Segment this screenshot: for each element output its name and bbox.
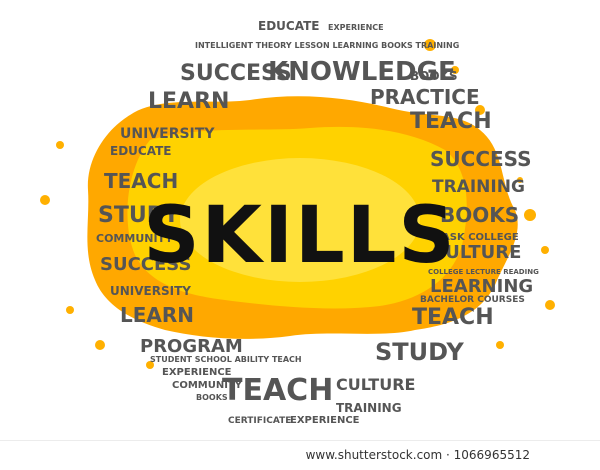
cloud-word: BOOKS [440,203,519,227]
cloud-word: CERTIFICATE [228,416,291,426]
cloud-word: CULTURE [432,242,521,263]
cloud-word: PRACTICE [370,85,480,109]
cloud-word: TASK COLLEGE [436,232,519,243]
cloud-word: PROGRAM [140,336,243,357]
cloud-word: BACHELOR COURSES [420,295,525,305]
cloud-word: EXPERIENCE [328,23,384,32]
cloud-word: INTELLIGENT THEORY LESSON LEARNING BOOKS… [195,41,459,50]
cloud-word: STUDY [98,203,180,228]
orange-paint-splash [40,39,555,369]
cloud-word: STUDY [375,338,464,366]
stock-footer: www.shutterstock.com · 1066965512 [0,440,600,470]
cloud-word: UNIVERSITY [120,126,215,142]
cloud-word: CULTURE [336,375,415,394]
cloud-word: TRAINING [336,401,402,415]
cloud-word: TEACH [412,305,494,330]
cloud-word: EDUCATE [110,144,171,158]
cloud-word: SUCCESS [100,254,191,275]
word-cloud-artwork: EDUCATE EXPERIENCE INTELLIGENT THEORY LE… [40,19,555,426]
main-word-skills: SKILLS [143,191,456,281]
footer-text: www.shutterstock.com · 1066965512 [305,448,530,462]
cloud-word: LEARN [148,89,229,114]
cloud-word: COLLEGE LECTURE READING [428,268,539,276]
cloud-word: EXPERIENCE [162,367,232,378]
cloud-word: UNIVERSITY [110,284,191,298]
cloud-word: EXPERIENCE [290,415,360,426]
cloud-word: LEARNING [430,276,533,297]
cloud-word: TEACH [104,169,178,193]
cloud-word: LEARN [120,303,194,327]
cloud-word: SUCCESS [180,61,292,86]
cloud-word: TRAINING [432,177,525,197]
cloud-word: TEACH [410,109,492,134]
cloud-word: BOOKS [410,69,458,83]
cloud-word: STUDENT SCHOOL ABILITY TEACH [150,355,302,364]
cloud-word: COMMUNITY [172,380,243,391]
word-cloud-ring: EDUCATE EXPERIENCE INTELLIGENT THEORY LE… [96,19,539,426]
cloud-word: KNOWLEDGE [268,57,456,87]
cloud-word: SUCCESS [430,147,532,171]
cloud-word: COMMUNITY [96,232,174,245]
cloud-word: TEACH [222,373,333,408]
cloud-word: BOOKS [196,393,228,402]
cloud-word: EDUCATE [258,19,319,33]
